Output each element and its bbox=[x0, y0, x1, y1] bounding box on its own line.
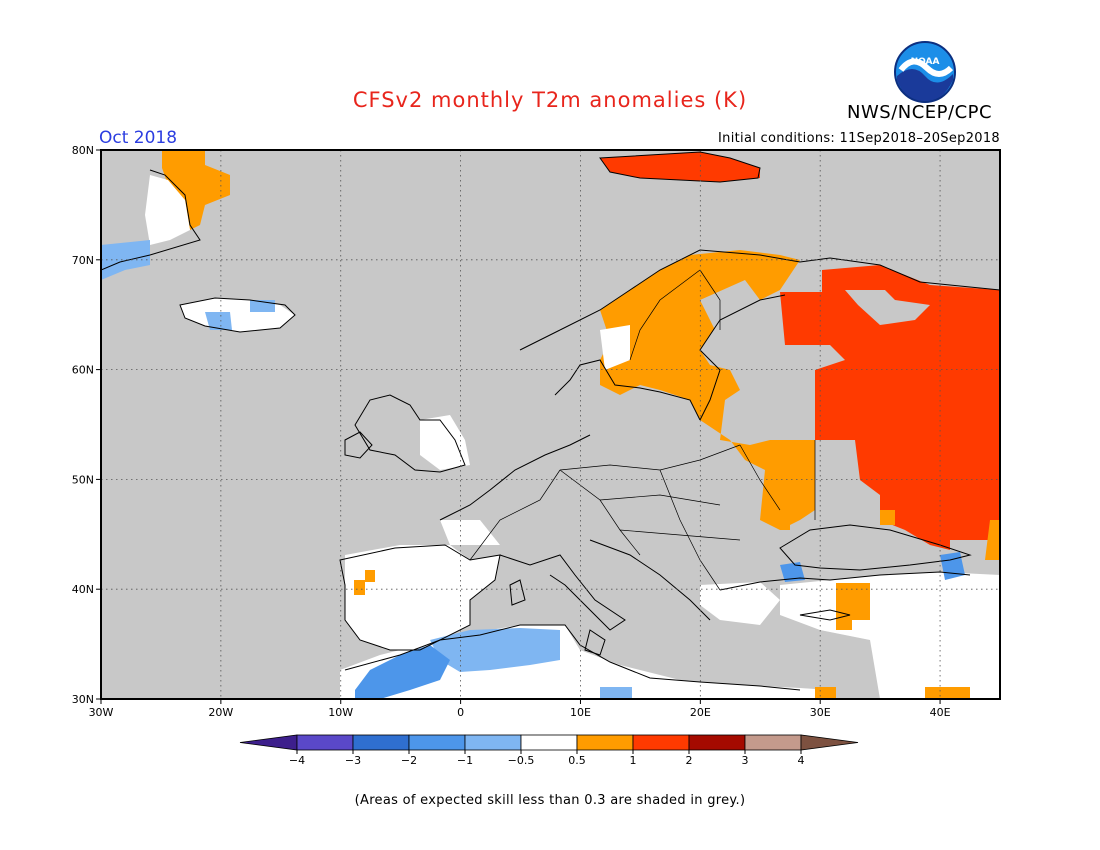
skill-footnote: (Areas of expected skill less than 0.3 a… bbox=[354, 793, 746, 808]
colorbar-segment bbox=[296, 734, 354, 751]
colorbar-label: −4 bbox=[289, 754, 305, 767]
region-greenland-warm bbox=[162, 150, 230, 230]
lon-label: 40E bbox=[930, 706, 951, 719]
colorbar-segment bbox=[576, 734, 634, 751]
colorbar-segment bbox=[744, 734, 802, 751]
coastlines bbox=[101, 151, 1000, 691]
region-turkey bbox=[780, 572, 1000, 699]
colorbar-segment bbox=[520, 734, 578, 751]
lon-label: 30E bbox=[810, 706, 831, 719]
colorbar-label: −3 bbox=[345, 754, 361, 767]
colorbar-label: 4 bbox=[798, 754, 805, 767]
noaa-logo-text: NOAA bbox=[911, 57, 940, 67]
region-black-sea-warm bbox=[780, 510, 1000, 560]
colorbar-segment bbox=[688, 734, 746, 751]
lon-label: 30W bbox=[89, 706, 114, 719]
region-balkans-white bbox=[700, 582, 780, 625]
country-borders bbox=[469, 269, 816, 591]
forecast-month: Oct 2018 bbox=[99, 128, 178, 148]
lon-label: 10E bbox=[570, 706, 591, 719]
colorbar-left-arrow bbox=[239, 734, 298, 751]
region-turkey-warm bbox=[836, 583, 870, 630]
organization-label: NWS/NCEP/CPC bbox=[847, 102, 993, 123]
lon-label: 20E bbox=[690, 706, 711, 719]
region-iceland-cool bbox=[205, 300, 275, 330]
region-libya-cool bbox=[600, 687, 632, 699]
region-caucasus-cool bbox=[780, 552, 965, 582]
lat-label: 60N bbox=[72, 364, 94, 377]
lat-label: 30N bbox=[72, 693, 94, 706]
latitude-labels: 30N 40N 50N 60N 70N 80N bbox=[72, 144, 101, 706]
region-norway-white bbox=[600, 325, 630, 370]
region-russia-warm bbox=[780, 265, 1000, 550]
region-svalbard bbox=[600, 152, 760, 182]
region-kola-grey bbox=[845, 290, 930, 325]
colorbar-segment bbox=[464, 734, 522, 751]
chart-title: CFSv2 monthly T2m anomalies (K) bbox=[352, 88, 748, 112]
region-algeria-cool bbox=[430, 628, 560, 672]
lon-label: 10W bbox=[328, 706, 353, 719]
colorbar-label: −2 bbox=[401, 754, 417, 767]
colorbar-label: 3 bbox=[742, 754, 749, 767]
map-frame bbox=[100, 149, 1001, 700]
colorbar-label: 0.5 bbox=[568, 754, 586, 767]
region-finland-grey bbox=[700, 280, 760, 330]
lat-label: 80N bbox=[72, 144, 94, 157]
lat-label: 40N bbox=[72, 583, 94, 596]
lon-label: 0 bbox=[457, 706, 464, 719]
lat-label: 70N bbox=[72, 254, 94, 267]
colorbar-segment bbox=[352, 734, 410, 751]
region-france-west bbox=[440, 520, 500, 545]
colorbar-right-arrow bbox=[800, 734, 859, 751]
lat-label: 50N bbox=[72, 473, 94, 486]
region-uk-white bbox=[420, 415, 470, 470]
region-greenland-cool bbox=[101, 240, 150, 280]
initial-conditions: Initial conditions: 11Sep2018–20Sep2018 bbox=[718, 131, 1000, 146]
colorbar-label: −1 bbox=[457, 754, 473, 767]
colorbar-label: −0.5 bbox=[508, 754, 535, 767]
region-scandinavia bbox=[600, 250, 815, 530]
noaa-logo: NOAA bbox=[894, 41, 956, 103]
lon-label: 20W bbox=[208, 706, 233, 719]
region-iberia bbox=[345, 545, 500, 650]
region-morocco-cool bbox=[355, 645, 450, 699]
region-iraq-warm bbox=[815, 687, 970, 699]
colorbar-segment bbox=[632, 734, 690, 751]
longitude-labels: 30W 20W 10W 0 10E 20E 30E 40E bbox=[89, 699, 951, 719]
colorbar-label: 2 bbox=[686, 754, 693, 767]
colorbar-label: 1 bbox=[630, 754, 637, 767]
region-greenland-white bbox=[145, 175, 190, 245]
map-gridlines bbox=[101, 150, 1000, 699]
colorbar-segment bbox=[408, 734, 466, 751]
region-portugal-warm bbox=[354, 570, 375, 595]
